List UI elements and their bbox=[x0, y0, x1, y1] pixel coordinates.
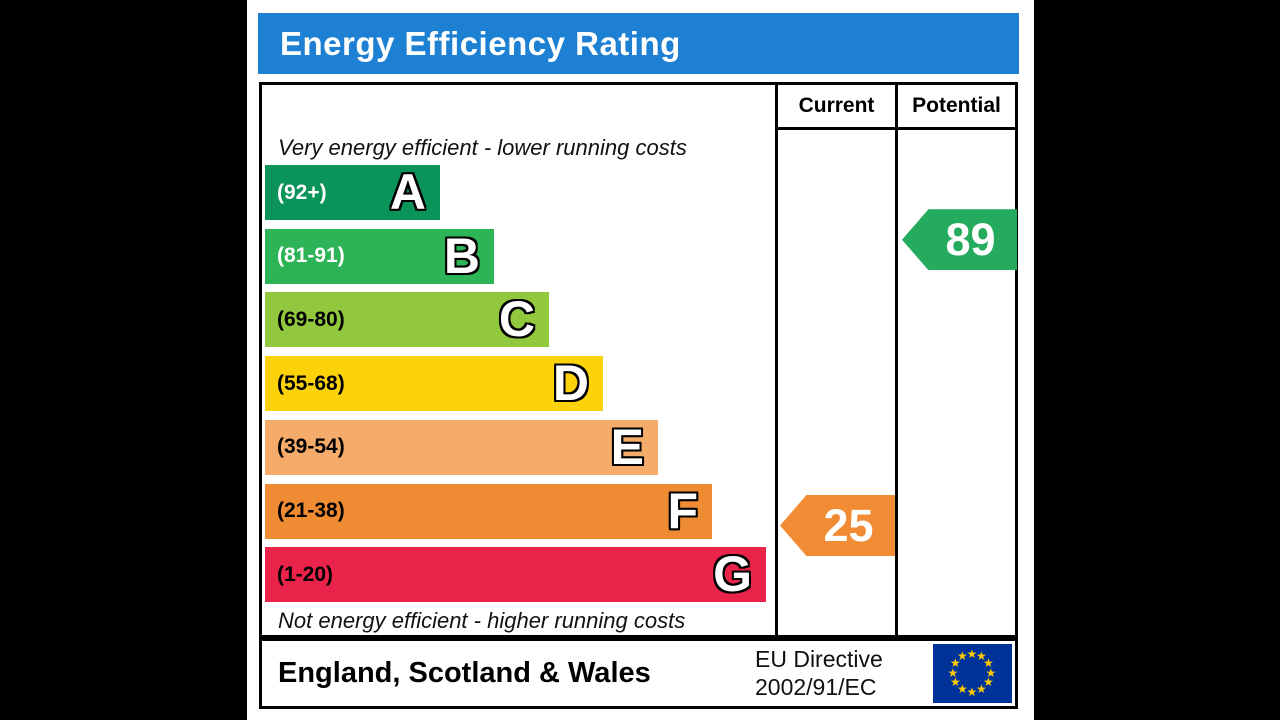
eu-flag-icon: ★ ★ ★ ★ ★ ★ ★ ★ ★ ★ ★ ★ bbox=[933, 644, 1012, 703]
band-letter: D bbox=[552, 355, 589, 412]
eu-star-icon: ★ bbox=[957, 649, 968, 664]
band-a: (92+) A bbox=[265, 165, 440, 220]
header-underline bbox=[775, 127, 1015, 130]
eu-directive-line2: 2002/91/EC bbox=[755, 674, 877, 700]
caption-not-efficient: Not energy efficient - higher running co… bbox=[278, 608, 686, 633]
band-letter: E bbox=[610, 418, 644, 475]
band-letter: C bbox=[498, 291, 535, 348]
band-b: (81-91) B bbox=[265, 227, 494, 284]
band-g: (1-20) G bbox=[265, 546, 766, 603]
eu-star-icon: ★ bbox=[982, 656, 994, 670]
potential-rating-arrow: 89 bbox=[902, 209, 1017, 271]
potential-column-divider bbox=[895, 85, 898, 635]
rating-table: Current Potential Very energy efficient … bbox=[259, 82, 1018, 638]
eu-star-icon: ★ bbox=[985, 665, 997, 680]
eu-star-icon: ★ bbox=[966, 646, 978, 661]
eu-star-icon: ★ bbox=[982, 675, 994, 689]
band-d: (55-68) D bbox=[265, 355, 603, 412]
band-e: (39-54) E bbox=[265, 418, 658, 475]
eu-star-icon: ★ bbox=[950, 675, 961, 689]
eu-star-icon: ★ bbox=[976, 649, 987, 664]
eu-directive-line1: EU Directive bbox=[755, 646, 883, 672]
chart-title: Energy Efficiency Rating bbox=[280, 24, 681, 62]
band-letter: A bbox=[389, 164, 426, 220]
potential-column-header: Potential bbox=[912, 94, 1001, 117]
band-range-label: (92+) bbox=[277, 180, 327, 204]
eu-star-icon: ★ bbox=[966, 684, 978, 699]
band-f: (21-38) F bbox=[265, 482, 712, 539]
region-label: England, Scotland & Wales bbox=[278, 657, 651, 689]
current-column-divider bbox=[775, 85, 778, 635]
band-letter: F bbox=[667, 482, 698, 539]
eu-directive-label: EU Directive 2002/91/EC bbox=[755, 645, 883, 701]
eu-star-icon: ★ bbox=[947, 665, 959, 680]
page-background: Energy Efficiency Rating Current Potenti… bbox=[247, 0, 1034, 720]
band-c: (69-80) C bbox=[265, 291, 549, 348]
band-range-label: (81-91) bbox=[277, 244, 345, 268]
band-letter: G bbox=[713, 546, 752, 603]
caption-very-efficient: Very energy efficient - lower running co… bbox=[278, 135, 687, 160]
band-range-label: (1-20) bbox=[277, 562, 334, 586]
band-letter: B bbox=[443, 227, 480, 284]
footer-bar: England, Scotland & Wales EU Directive 2… bbox=[259, 638, 1018, 709]
potential-rating-value: 89 bbox=[945, 213, 996, 265]
eu-star-icon: ★ bbox=[957, 681, 968, 696]
band-range-label: (39-54) bbox=[277, 435, 345, 459]
band-range-label: (21-38) bbox=[277, 499, 345, 522]
band-range-label: (69-80) bbox=[277, 307, 345, 331]
band-range-label: (55-68) bbox=[277, 371, 345, 395]
chart-title-bar: Energy Efficiency Rating bbox=[258, 13, 1019, 74]
eu-star-icon: ★ bbox=[950, 656, 961, 670]
current-rating-arrow: 25 bbox=[780, 495, 895, 557]
current-rating-value: 25 bbox=[823, 499, 874, 551]
eu-star-icon: ★ bbox=[976, 681, 987, 696]
current-column-header: Current bbox=[798, 94, 875, 117]
